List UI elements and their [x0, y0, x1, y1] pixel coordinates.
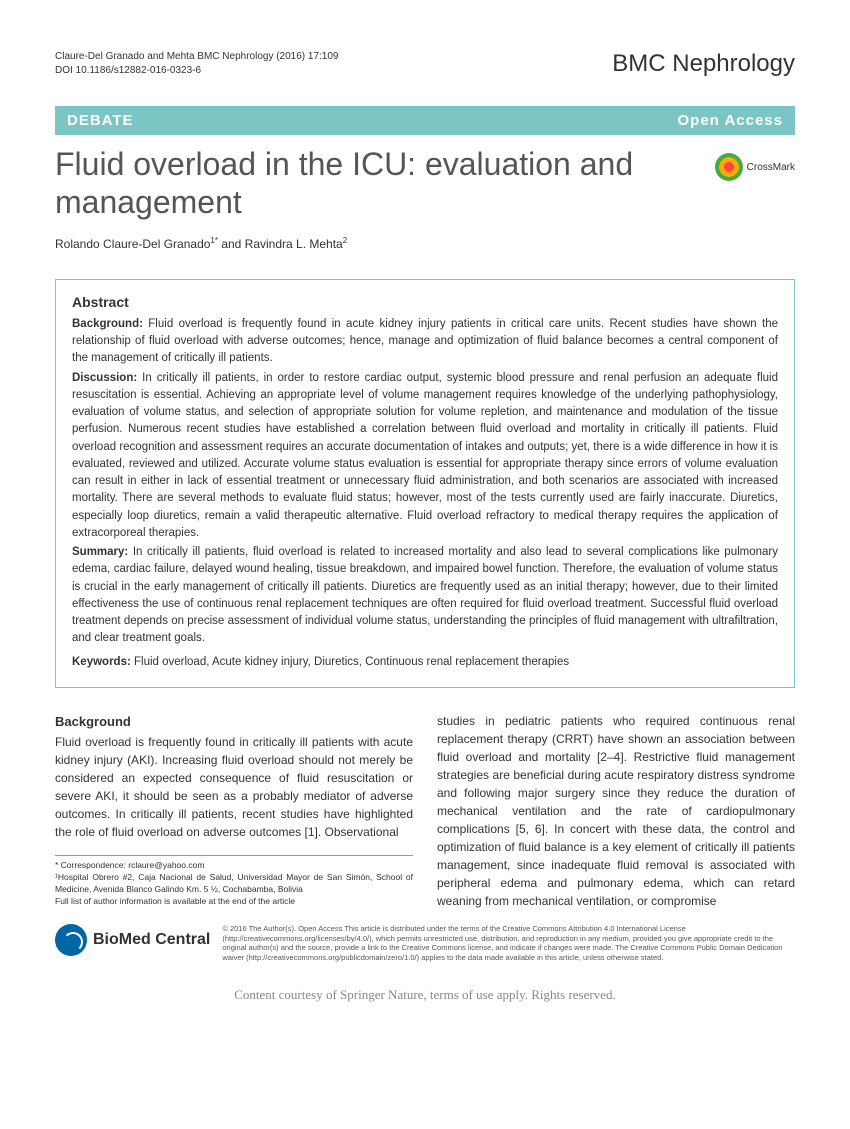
body-paragraph: studies in pediatric patients who requir…: [437, 714, 795, 908]
correspondence-email: * Correspondence: rclaure@yahoo.com: [55, 860, 413, 872]
citation-block: Claure-Del Granado and Mehta BMC Nephrol…: [55, 50, 339, 78]
article-type-banner: DEBATE Open Access: [55, 106, 795, 135]
biomed-icon: [55, 924, 87, 956]
abstract-discussion: Discussion: In critically ill patients, …: [72, 370, 778, 543]
header: Claure-Del Granado and Mehta BMC Nephrol…: [55, 50, 795, 78]
article-title: Fluid overload in the ICU: evaluation an…: [55, 145, 715, 222]
crossmark-label: CrossMark: [747, 162, 795, 173]
column-right: studies in pediatric patients who requir…: [437, 712, 795, 910]
crossmark-badge[interactable]: CrossMark: [715, 153, 795, 181]
biomed-central-logo: BioMed Central: [55, 924, 210, 956]
citation-line: Claure-Del Granado and Mehta BMC Nephrol…: [55, 50, 339, 64]
license-text: © 2016 The Author(s). Open Access This a…: [222, 924, 795, 963]
springer-note: Content courtesy of Springer Nature, ter…: [55, 987, 795, 1003]
correspondence-note: Full list of author information is avail…: [55, 896, 413, 908]
correspondence-block: * Correspondence: rclaure@yahoo.com ¹Hos…: [55, 855, 413, 908]
section-heading: Background: [55, 712, 413, 732]
correspondence-affiliation: ¹Hospital Obrero #2, Caja Nacional de Sa…: [55, 872, 413, 896]
abstract-keywords: Keywords: Fluid overload, Acute kidney i…: [72, 654, 778, 671]
body-paragraph: Fluid overload is frequently found in cr…: [55, 735, 413, 839]
column-left: Background Fluid overload is frequently …: [55, 712, 413, 910]
authors-line: Rolando Claure-Del Granado1* and Ravindr…: [55, 236, 795, 251]
journal-name: BMC Nephrology: [612, 50, 795, 78]
open-access-label: Open Access: [678, 112, 784, 129]
abstract-heading: Abstract: [72, 294, 778, 310]
biomed-logo-text: BioMed Central: [93, 931, 210, 949]
doi-line: DOI 10.1186/s12882-016-0323-6: [55, 64, 339, 78]
crossmark-icon: [715, 153, 743, 181]
abstract-box: Abstract Background: Fluid overload is f…: [55, 279, 795, 688]
abstract-background: Background: Fluid overload is frequently…: [72, 316, 778, 368]
body-text: Background Fluid overload is frequently …: [55, 712, 795, 910]
abstract-summary: Summary: In critically ill patients, flu…: [72, 544, 778, 648]
article-type-label: DEBATE: [67, 112, 134, 129]
footer: BioMed Central © 2016 The Author(s). Ope…: [55, 924, 795, 963]
